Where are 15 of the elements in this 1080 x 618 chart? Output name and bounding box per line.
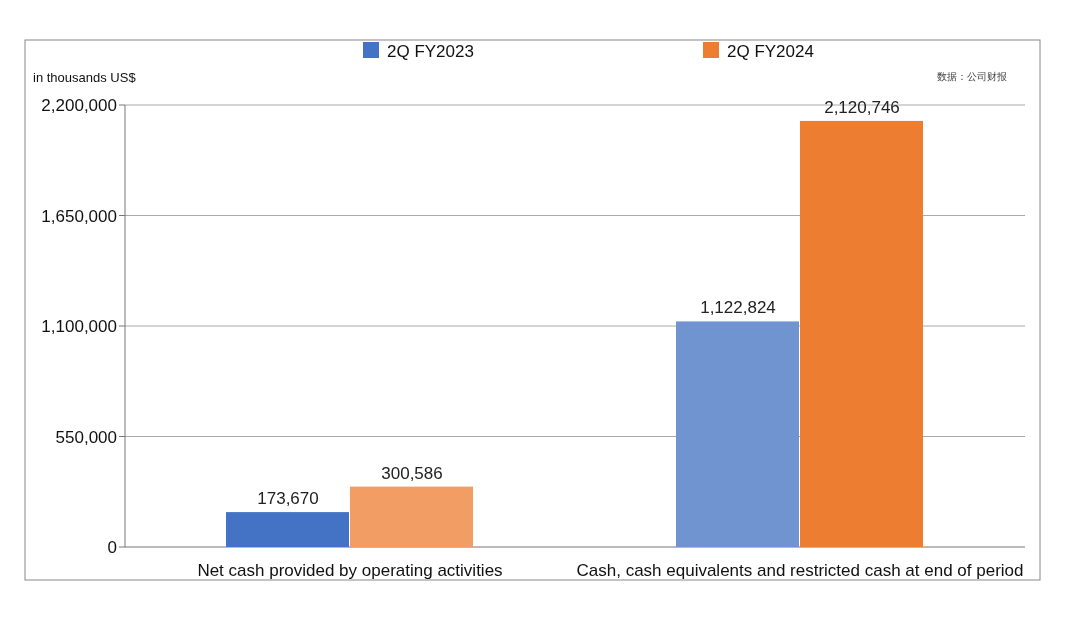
legend-label: 2Q FY2023 [387,42,474,61]
legend-label: 2Q FY2024 [727,42,814,61]
y-tick-label: 550,000 [55,427,117,447]
y-tick-label: 1,100,000 [41,317,117,336]
x-tick-label: Cash, cash equivalents and restricted cash at end of period [576,561,1024,580]
y-axis-title: in thousands US$ [33,70,137,85]
text: 数据：公司财报 [937,71,1007,82]
y-tick-label: 2,200,000 [41,96,117,115]
x-tick-label: Net cash provided by operating activities [197,561,503,580]
y-tick-label: 0 [107,538,117,557]
data-label: 1,122,824 [700,298,776,318]
y-tick-label: 1,650,000 [41,206,117,226]
data-label: 2,120,746 [824,97,900,117]
data-label: 173,670 [257,489,319,509]
data-label: 300,586 [381,463,443,483]
